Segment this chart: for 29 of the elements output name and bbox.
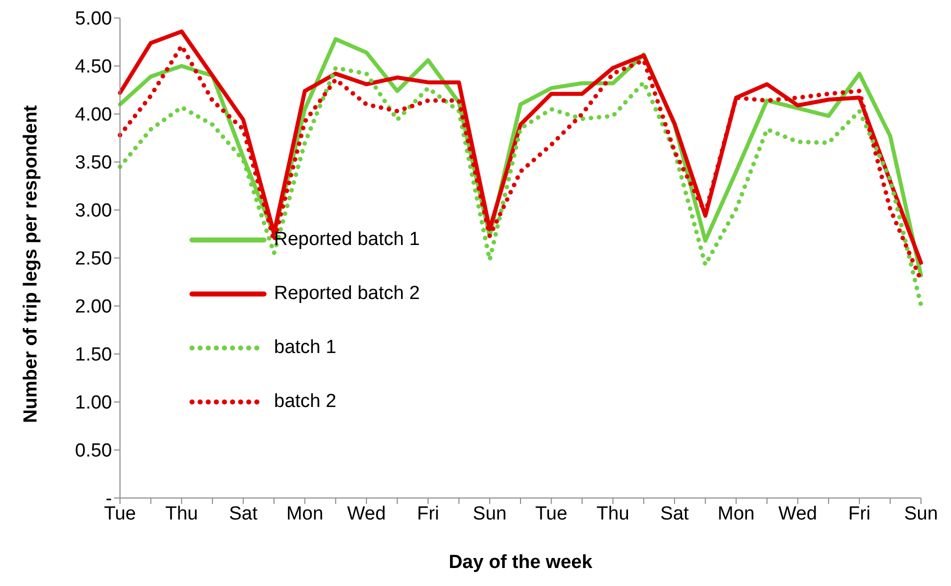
x-tick-label: Thu	[596, 503, 630, 524]
x-tick-label: Mon	[718, 503, 755, 524]
y-tick-label: 3.00	[75, 200, 112, 222]
x-tick-label: Mon	[286, 503, 324, 524]
y-tick-label: 1.50	[75, 344, 112, 366]
x-tick-label: Tue	[535, 503, 568, 524]
y-axis-title: Number of trip legs per respondent	[20, 104, 42, 423]
x-tick-label: Wed	[778, 503, 818, 524]
y-tick-label: 2.50	[75, 248, 112, 270]
x-tick-label: Sun	[904, 503, 938, 524]
y-tick-label: 0.50	[75, 440, 112, 462]
x-tick-label: Fri	[848, 503, 870, 524]
y-tick-label: 4.50	[75, 56, 112, 78]
legend-label: Reported batch 2	[274, 282, 420, 306]
legend-label: batch 1	[274, 336, 336, 360]
x-tick-label: Sun	[472, 503, 507, 524]
y-tick-label: 2.00	[75, 296, 112, 318]
x-tick-label: Sat	[228, 503, 258, 524]
x-tick-label: Thu	[165, 503, 198, 524]
x-tick-label: Wed	[347, 503, 386, 524]
y-tick-label: 4.00	[75, 104, 112, 126]
x-axis-title: Day of the week	[448, 552, 593, 573]
legend-label: batch 2	[274, 390, 336, 414]
legend-label: Reported batch 1	[274, 228, 420, 252]
y-tick-label: 1.00	[75, 392, 112, 414]
y-tick-label: 3.50	[75, 152, 112, 174]
y-tick-label: 5.00	[75, 8, 112, 30]
x-tick-label: Sat	[660, 503, 690, 524]
x-tick-label: Fri	[417, 503, 440, 524]
